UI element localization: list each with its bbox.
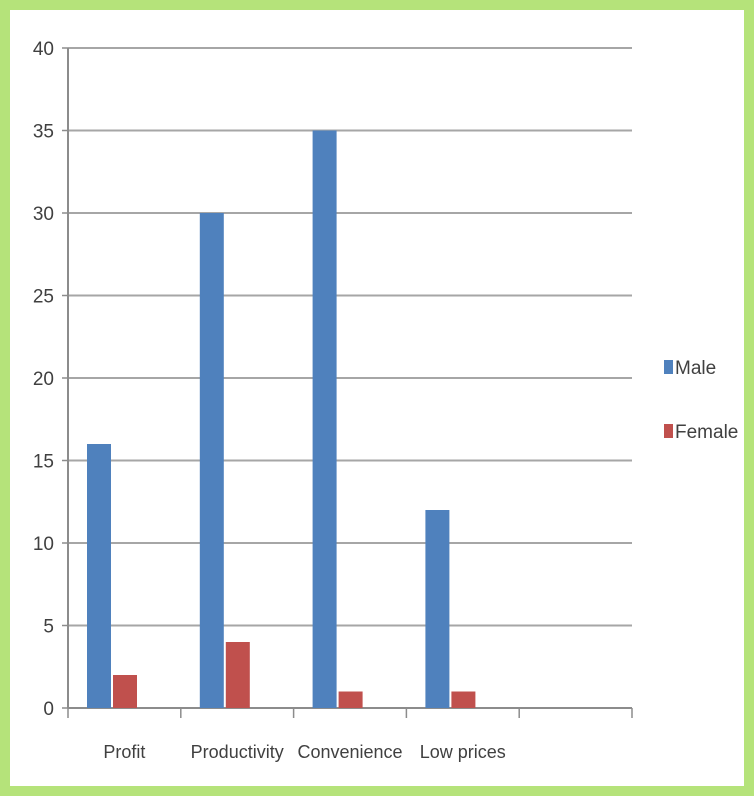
y-tick-label: 10 <box>33 534 54 555</box>
bar-male-low-prices <box>425 510 450 708</box>
bar-male-convenience <box>312 130 337 708</box>
x-tick-label: Low prices <box>420 742 506 762</box>
y-tick-label: 5 <box>43 617 54 638</box>
bar-female-convenience <box>338 691 363 708</box>
bar-male-productivity <box>199 213 224 708</box>
bar-chart: 0 5 10 15 20 25 30 35 40 Profit Productivity Conven… <box>33 39 739 762</box>
y-tick-label: 0 <box>43 699 54 720</box>
legend-label-female: Female <box>675 422 738 443</box>
y-tick-label: 20 <box>33 369 54 390</box>
y-tick-label: 30 <box>33 204 54 225</box>
x-tick-label: Convenience <box>297 742 402 762</box>
y-tick-label: 40 <box>33 39 54 60</box>
bar-female-profit <box>113 675 137 708</box>
y-tick-label: 35 <box>33 122 54 143</box>
bar-female-low-prices <box>451 691 476 708</box>
x-tick-label: Productivity <box>191 742 284 762</box>
bar-male-profit <box>87 444 111 708</box>
y-tick-label: 15 <box>33 452 54 473</box>
bar-female-productivity <box>225 642 250 708</box>
legend-swatch-male <box>664 360 673 374</box>
x-tick-label: Profit <box>103 742 145 762</box>
legend-label-male: Male <box>675 358 716 379</box>
y-tick-label: 25 <box>33 287 54 308</box>
legend-swatch-female <box>664 424 673 438</box>
chart-frame: 0 5 10 15 20 25 30 35 40 Profit Productivity Conven… <box>10 10 744 786</box>
